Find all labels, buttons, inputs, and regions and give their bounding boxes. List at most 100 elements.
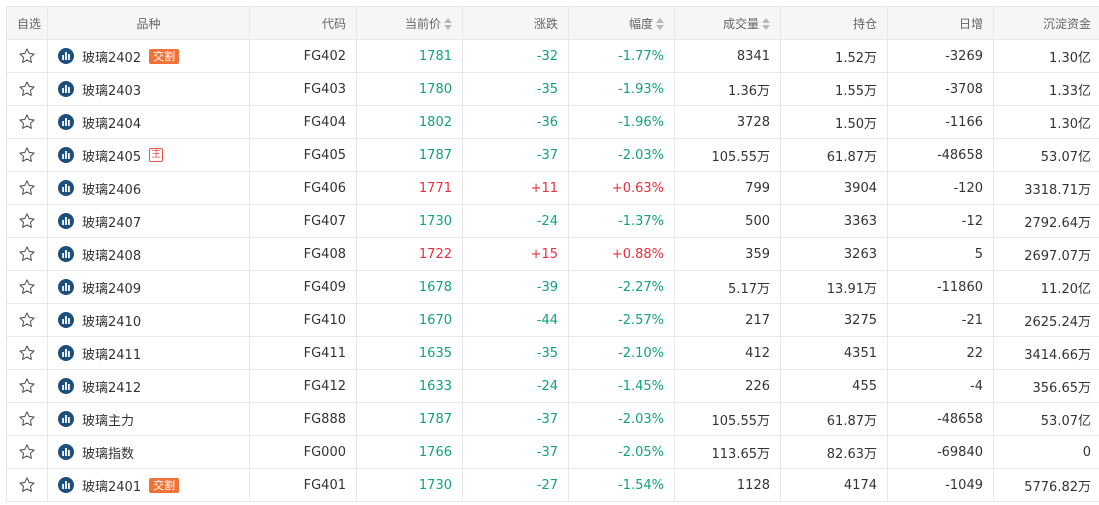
chart-icon[interactable] [58, 444, 74, 460]
chart-icon[interactable] [58, 411, 74, 427]
table-row[interactable]: 玻璃2407 FG407 1730 -24 -1.37% 500 3363 -1… [6, 204, 1099, 238]
sort-icon[interactable] [762, 18, 770, 30]
star-icon[interactable] [18, 146, 36, 164]
volume-cell: 105.55万 [674, 138, 781, 172]
change-cell: -35 [462, 336, 569, 370]
header-volume[interactable]: 成交量 [674, 6, 781, 40]
name-cell[interactable]: 玻璃2406 [47, 171, 250, 205]
chart-icon[interactable] [58, 48, 74, 64]
table-row[interactable]: 玻璃2412 FG412 1633 -24 -1.45% 226 455 -4 … [6, 369, 1099, 403]
chart-icon[interactable] [58, 147, 74, 163]
price-cell: 1722 [356, 237, 463, 271]
daily-cell: -3708 [887, 72, 994, 106]
sort-icon[interactable] [656, 18, 664, 30]
contract-name: 玻璃2408 [82, 248, 142, 264]
star-icon[interactable] [18, 476, 36, 494]
change-cell: -24 [462, 204, 569, 238]
name-cell[interactable]: 玻璃2410 [47, 303, 250, 337]
star-icon[interactable] [18, 410, 36, 428]
watch-cell [6, 303, 48, 337]
table-row[interactable]: 玻璃2403 FG403 1780 -35 -1.93% 1.36万 1.55万… [6, 72, 1099, 106]
star-icon[interactable] [18, 377, 36, 395]
name-cell[interactable]: 玻璃2404 [47, 105, 250, 139]
code-cell: FG412 [249, 369, 357, 403]
name-cell[interactable]: 玻璃2412 [47, 369, 250, 403]
header-range[interactable]: 幅度 [568, 6, 675, 40]
volume-cell: 359 [674, 237, 781, 271]
header-price[interactable]: 当前价 [356, 6, 463, 40]
table-row[interactable]: 玻璃2409 FG409 1678 -39 -2.27% 5.17万 13.91… [6, 270, 1099, 304]
chart-icon[interactable] [58, 180, 74, 196]
contract-name: 玻璃2401 [82, 479, 142, 495]
chart-icon[interactable] [58, 114, 74, 130]
name-cell[interactable]: 玻璃2405 主 [47, 138, 250, 172]
capital-cell: 2697.07万 [993, 237, 1099, 271]
star-icon[interactable] [18, 113, 36, 131]
volume-cell: 217 [674, 303, 781, 337]
code-cell: FG409 [249, 270, 357, 304]
star-icon[interactable] [18, 245, 36, 263]
star-icon[interactable] [18, 212, 36, 230]
chart-icon[interactable] [58, 345, 74, 361]
watch-cell [6, 105, 48, 139]
star-icon[interactable] [18, 311, 36, 329]
star-icon[interactable] [18, 179, 36, 197]
chart-icon[interactable] [58, 246, 74, 262]
table-row[interactable]: 玻璃指数 FG000 1766 -37 -2.05% 113.65万 82.63… [6, 435, 1099, 469]
name-cell[interactable]: 玻璃2407 [47, 204, 250, 238]
position-cell: 4174 [780, 468, 888, 502]
chart-icon[interactable] [58, 81, 74, 97]
table-header-row: 自选 品种 代码 当前价 涨跌 幅度 成交量 持仓 日增 沉淀资金 [6, 6, 1099, 40]
star-icon[interactable] [18, 47, 36, 65]
position-cell: 82.63万 [780, 435, 888, 469]
table-row[interactable]: 玻璃2401 交割 FG401 1730 -27 -1.54% 1128 417… [6, 468, 1099, 502]
volume-cell: 500 [674, 204, 781, 238]
watch-cell [6, 237, 48, 271]
table-row[interactable]: 玻璃2410 FG410 1670 -44 -2.57% 217 3275 -2… [6, 303, 1099, 337]
table-row[interactable]: 玻璃2404 FG404 1802 -36 -1.96% 3728 1.50万 … [6, 105, 1099, 139]
table-row[interactable]: 玻璃2408 FG408 1722 +15 +0.88% 359 3263 5 … [6, 237, 1099, 271]
header-code: 代码 [249, 6, 357, 40]
name-cell[interactable]: 玻璃指数 [47, 435, 250, 469]
change-cell: -37 [462, 138, 569, 172]
name-cell[interactable]: 玻璃2411 [47, 336, 250, 370]
star-icon[interactable] [18, 443, 36, 461]
contract-name: 玻璃主力 [82, 413, 135, 429]
code-cell: FG406 [249, 171, 357, 205]
price-cell: 1781 [356, 39, 463, 73]
name-cell[interactable]: 玻璃2401 交割 [47, 468, 250, 502]
capital-cell: 0 [993, 435, 1099, 469]
contract-badge: 交割 [149, 48, 180, 64]
sort-icon[interactable] [444, 18, 452, 30]
change-cell: +11 [462, 171, 569, 205]
name-cell[interactable]: 玻璃2403 [47, 72, 250, 106]
code-cell: FG410 [249, 303, 357, 337]
star-icon[interactable] [18, 278, 36, 296]
table-row[interactable]: 玻璃2406 FG406 1771 +11 +0.63% 799 3904 -1… [6, 171, 1099, 205]
table-row[interactable]: 玻璃2411 FG411 1635 -35 -2.10% 412 4351 22… [6, 336, 1099, 370]
table-row[interactable]: 玻璃主力 FG888 1787 -37 -2.03% 105.55万 61.87… [6, 402, 1099, 436]
volume-cell: 1.36万 [674, 72, 781, 106]
chart-icon[interactable] [58, 378, 74, 394]
table-row[interactable]: 玻璃2405 主 FG405 1787 -37 -2.03% 105.55万 6… [6, 138, 1099, 172]
daily-cell: -11860 [887, 270, 994, 304]
name-cell[interactable]: 玻璃2408 [47, 237, 250, 271]
name-cell[interactable]: 玻璃2409 [47, 270, 250, 304]
price-cell: 1635 [356, 336, 463, 370]
capital-cell: 1.30亿 [993, 39, 1099, 73]
change-cell: -37 [462, 402, 569, 436]
star-icon[interactable] [18, 344, 36, 362]
watch-cell [6, 138, 48, 172]
name-cell[interactable]: 玻璃主力 [47, 402, 250, 436]
chart-icon[interactable] [58, 279, 74, 295]
star-icon[interactable] [18, 80, 36, 98]
chart-icon[interactable] [58, 477, 74, 493]
name-cell[interactable]: 玻璃2402 交割 [47, 39, 250, 73]
range-cell: -2.05% [568, 435, 675, 469]
table-row[interactable]: 玻璃2402 交割 FG402 1781 -32 -1.77% 8341 1.5… [6, 39, 1099, 73]
chart-icon[interactable] [58, 312, 74, 328]
volume-cell: 412 [674, 336, 781, 370]
chart-icon[interactable] [58, 213, 74, 229]
header-daily: 日增 [887, 6, 994, 40]
range-cell: -2.57% [568, 303, 675, 337]
